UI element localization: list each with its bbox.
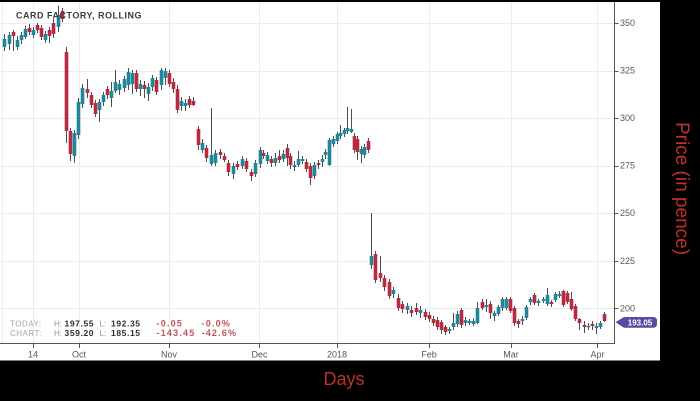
svg-text:CARD FACTORY, ROLLING: CARD FACTORY, ROLLING <box>16 11 142 21</box>
svg-text:250: 250 <box>620 208 635 218</box>
svg-text:350: 350 <box>620 18 635 28</box>
svg-text:-42.6%: -42.6% <box>202 328 238 338</box>
svg-text:185.15: 185.15 <box>111 328 141 338</box>
svg-text:Apr: Apr <box>590 350 604 360</box>
svg-text:Mar: Mar <box>503 350 519 360</box>
svg-text:Price (in pence): Price (in pence) <box>671 122 692 255</box>
svg-text:-0.05: -0.05 <box>157 319 184 329</box>
svg-text:325: 325 <box>620 66 635 76</box>
svg-text:300: 300 <box>620 113 635 123</box>
svg-text:CHART:: CHART: <box>10 329 42 338</box>
svg-text:359.20: 359.20 <box>65 328 95 338</box>
svg-text:225: 225 <box>620 256 635 266</box>
svg-text:Feb: Feb <box>421 350 437 360</box>
svg-text:TODAY:: TODAY: <box>10 320 42 329</box>
svg-text:193.05: 193.05 <box>628 318 653 327</box>
svg-text:275: 275 <box>620 161 635 171</box>
svg-text:Nov: Nov <box>161 350 178 360</box>
svg-text:200: 200 <box>620 303 635 313</box>
svg-text:L:: L: <box>100 320 107 329</box>
svg-text:Days: Days <box>323 369 364 389</box>
svg-text:192.35: 192.35 <box>111 319 141 329</box>
svg-text:-0.0%: -0.0% <box>202 319 232 329</box>
svg-text:-143.45: -143.45 <box>157 328 196 338</box>
svg-text:L:: L: <box>100 329 107 338</box>
svg-text:14: 14 <box>28 350 38 360</box>
svg-text:Oct: Oct <box>72 350 87 360</box>
svg-text:197.55: 197.55 <box>65 319 95 329</box>
svg-text:H:: H: <box>54 320 62 329</box>
svg-text:2018: 2018 <box>327 350 347 360</box>
svg-text:Dec: Dec <box>251 350 268 360</box>
svg-text:H:: H: <box>54 329 62 338</box>
